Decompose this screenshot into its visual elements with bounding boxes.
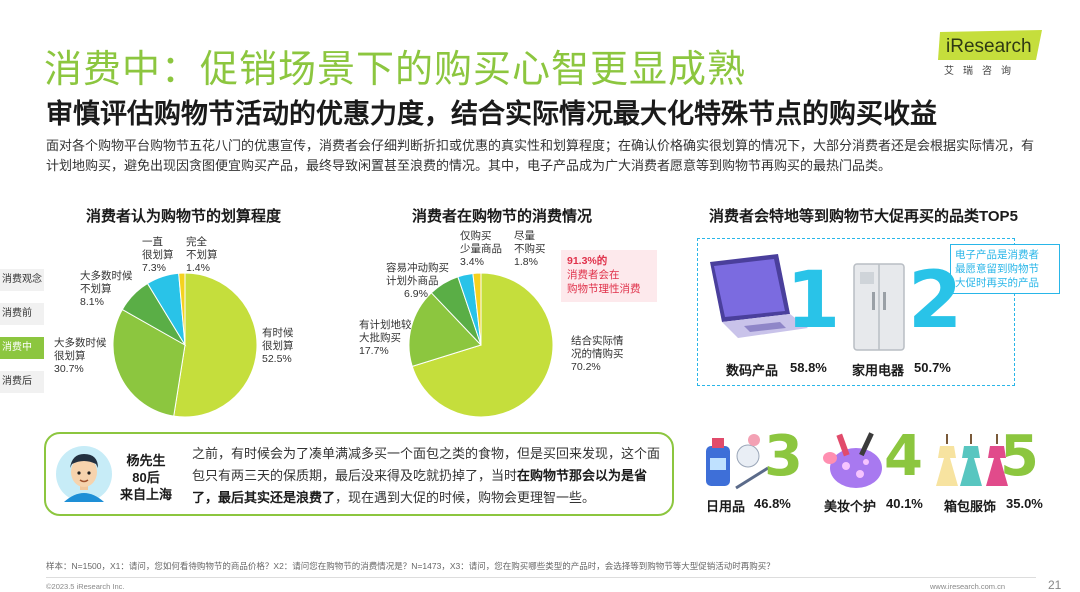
rank-5-pct: 35.0%	[1006, 496, 1043, 511]
copyright: ©2023.5 iResearch Inc.	[46, 582, 125, 591]
quote-text-highlight: 在购物节那会以为是省了，最后其实还是浪费了	[192, 468, 648, 505]
dress-icon	[936, 434, 1008, 486]
pie1-label-3: 一直 很划算 7.3%	[142, 236, 174, 274]
rank-2-name: 家用电器	[852, 363, 905, 378]
pie1-slice-0	[173, 272, 258, 418]
rank-4-pct: 40.1%	[886, 496, 923, 511]
avatar	[56, 446, 112, 502]
pie2-slice-1	[408, 292, 482, 368]
rank-4-number: 4	[884, 424, 923, 489]
pie-chart-consumption-behavior	[408, 272, 554, 418]
pie2-label-3: 仅购买 少量商品 3.4%	[460, 230, 502, 268]
fridge-icon	[853, 263, 905, 351]
pie2-label-3-value: 3.4%	[460, 256, 484, 268]
callout-text: 消费者会在 购物节理性消费	[567, 269, 641, 295]
side-tab-0[interactable]: 消费观念	[0, 269, 44, 291]
cosmetics-icon	[823, 432, 882, 488]
pie1-label-2-value: 8.1%	[80, 296, 104, 308]
chart1-title: 消费者认为购物节的划算程度	[86, 208, 282, 225]
pie2-label-1: 有计划地较 大批购买 17.7%	[359, 319, 412, 357]
rank-5-number: 5	[1000, 424, 1039, 489]
pie1-label-2-text: 大多数时候 不划算	[80, 270, 133, 295]
quote-text-c: ，现在遇到大促的时候，购物会更理智一些。	[335, 490, 596, 505]
intro-paragraph: 面对各个购物平台购物节五花八门的优惠宣传，消费者会仔细判断折扣或优惠的真实性和划…	[46, 138, 1035, 173]
daily-goods-icon	[706, 434, 769, 490]
quote-text: 之前，有时候会为了凑单满减多买一个面包之类的食物，但是买回来发现，这个面包只有两…	[192, 443, 668, 509]
rational-consumption-callout: 91.3%的消费者会在 购物节理性消费	[561, 250, 657, 302]
quote-person: 杨先生 80后 来自上海	[120, 453, 173, 502]
callout-highlight: 91.3%的	[567, 255, 608, 267]
iresearch-logo: iResearch 艾瑞咨询	[938, 30, 1046, 80]
pie2-label-4-value: 1.8%	[514, 256, 538, 268]
pie1-label-0-value: 52.5%	[262, 353, 292, 365]
logo-flag-icon	[938, 30, 1042, 60]
rank-4-name: 美妆个护	[824, 499, 877, 514]
quote-text-a: 之前，有时候会为了凑单满减多买一个面包之类的食物，但是买回来发现，这个面包只有两…	[192, 446, 661, 483]
pie1-slice-4	[178, 272, 186, 346]
rank-3-pct: 46.8%	[754, 496, 791, 511]
rank-2-pct: 50.7%	[914, 360, 951, 375]
logo-subtitle: 艾瑞咨询	[944, 66, 1020, 77]
footer-divider	[46, 577, 1036, 578]
pie1-label-0-text: 有时候 很划算	[262, 327, 294, 352]
pie2-label-3-text: 仅购买 少量商品	[460, 230, 502, 255]
pie2-label-4-text: 尽量 不购买	[514, 230, 546, 255]
laptop-icon	[710, 254, 808, 338]
consumer-quote-box	[44, 432, 674, 516]
pie1-label-1-text: 大多数时候 很划算	[54, 337, 107, 362]
pie1-label-2: 大多数时候 不划算 8.1%	[80, 270, 133, 308]
pie2-label-2: 容易冲动购买 计划外商品 6.9%	[386, 262, 449, 300]
sample-footnote: 样本：N=1500，X1：请问，您如何看待购物节的商品价格？X2：请问您在购物节…	[46, 561, 775, 571]
pie2-slice-4	[472, 272, 482, 346]
pie2-label-0-value: 70.2%	[571, 361, 601, 373]
pie1-label-3-text: 一直 很划算	[142, 236, 174, 261]
top5-note: 电子产品是消费者 最愿意留到购物节 大促时再买的产品	[950, 244, 1060, 294]
rank-1-pct: 58.8%	[790, 360, 827, 375]
rank-3-number: 3	[764, 424, 803, 489]
chart2-title: 消费者在购物节的消费情况	[412, 208, 593, 225]
pie2-slice-0	[411, 272, 554, 418]
side-tab-2[interactable]: 消费中	[0, 337, 44, 359]
website: www.iresearch.com.cn	[930, 582, 1006, 591]
pie1-label-1: 大多数时候 很划算 30.7%	[54, 337, 107, 375]
pie2-label-4: 尽量 不购买 1.8%	[514, 230, 546, 268]
pie1-label-4-text: 完全 不划算	[186, 236, 218, 261]
pie2-label-0-text: 结合实际情 况的情购买	[571, 335, 624, 360]
rank-1-name: 数码产品	[726, 363, 779, 378]
pie2-label-2-value: 6.9%	[404, 288, 428, 300]
pie2-label-1-value: 17.7%	[359, 345, 389, 357]
rank-2-number: 2	[908, 256, 963, 346]
top5-dashed-box	[697, 238, 1015, 386]
pie1-label-3-value: 7.3%	[142, 262, 166, 274]
page-title: 消费中：促销场景下的购买心智更显成熟	[44, 49, 747, 91]
rank-1-number: 1	[786, 256, 841, 346]
rank-3-name: 日用品	[706, 499, 746, 514]
pie1-slice-1	[112, 308, 186, 417]
pie1-label-4-value: 1.4%	[186, 262, 210, 274]
pie-chart-value-perception	[112, 272, 258, 418]
top5-title: 消费者会特地等到购物节大促再买的品类TOP5	[709, 208, 1018, 225]
pie2-label-1-text: 有计划地较 大批购买	[359, 319, 412, 344]
page-number: 21	[1048, 578, 1062, 592]
side-tab-1[interactable]: 消费前	[0, 303, 44, 325]
pie2-label-2-text: 容易冲动购买 计划外商品	[386, 262, 449, 287]
rank-5-name: 箱包服饰	[944, 499, 997, 514]
pie1-label-0: 有时候 很划算 52.5%	[262, 327, 294, 365]
side-tab-3[interactable]: 消费后	[0, 371, 44, 393]
logo-brand: iResearch	[946, 36, 1032, 57]
pie2-label-0: 结合实际情 况的情购买 70.2%	[571, 335, 624, 373]
page-subtitle: 审慎评估购物节活动的优惠力度，结合实际情况最大化特殊节点的购买收益	[46, 99, 937, 129]
pie1-label-1-value: 30.7%	[54, 363, 84, 375]
pie1-label-4: 完全 不划算 1.4%	[186, 236, 218, 274]
